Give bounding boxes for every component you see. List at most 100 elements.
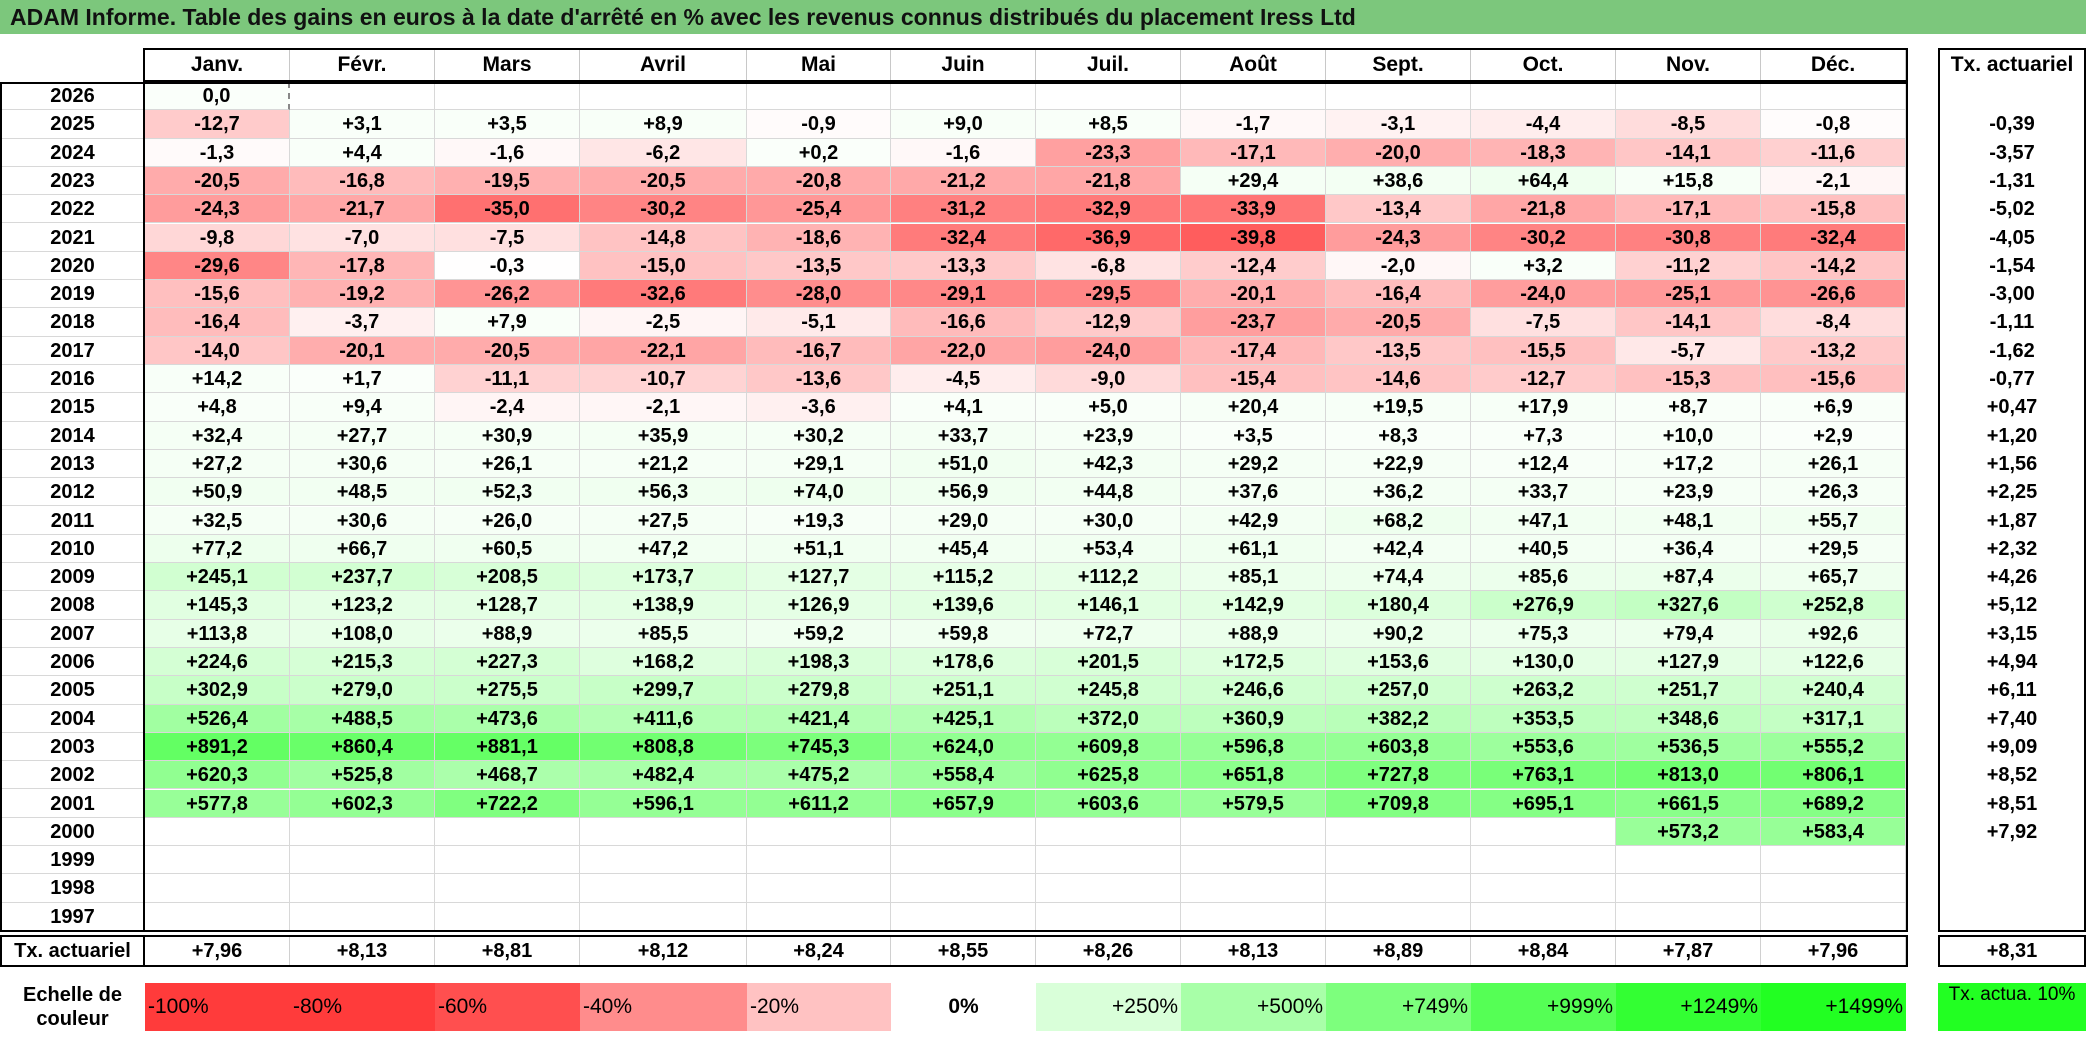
table-cell: +727,8 (1326, 761, 1471, 790)
table-cell: -24,0 (1471, 280, 1616, 309)
table-cell: +657,9 (891, 789, 1036, 818)
year-label: 2020 (0, 252, 145, 281)
table-cell: +555,2 (1761, 732, 1906, 762)
table-cell: -29,6 (145, 251, 290, 281)
table-cell: -13,4 (1326, 195, 1471, 224)
table-cell: -15,8 (1761, 195, 1906, 224)
table-cell: +257,0 (1326, 676, 1471, 705)
table-cell: -14,0 (145, 336, 290, 365)
annual-rate: +0,47 (1986, 396, 2038, 419)
annual-rate: +5,12 (1986, 594, 2038, 617)
table-cell (1471, 874, 1616, 903)
table-cell: +26,1 (1761, 449, 1906, 479)
table-cell: +611,2 (747, 789, 891, 818)
year-label: 2007 (0, 620, 145, 648)
table-cell: +42,3 (1036, 449, 1181, 479)
annual-rate: -0,77 (1989, 368, 2035, 390)
table-cell: -12,4 (1181, 251, 1326, 281)
table-cell: +473,6 (435, 704, 580, 733)
table-cell: +19,3 (747, 506, 891, 535)
monthly-rate: +8,24 (747, 935, 891, 967)
table-cell: +173,7 (580, 563, 747, 592)
table-cell: +59,2 (747, 619, 891, 648)
table-cell: +85,5 (580, 619, 747, 648)
table-cell: +72,7 (1036, 619, 1181, 648)
table-cell: +5,0 (1036, 393, 1181, 422)
monthly-rate: +8,89 (1326, 935, 1471, 967)
table-cell: -20,1 (290, 336, 435, 365)
table-cell: -17,1 (1616, 195, 1761, 224)
table-cell: -11,2 (1616, 251, 1761, 281)
overall-rate: +8,31 (1986, 940, 2038, 962)
month-header: Déc. (1761, 48, 1906, 82)
table-cell: +33,7 (891, 421, 1036, 450)
annual-rate: +6,11 (1987, 679, 2037, 702)
scale-label: Echelle de couleur (23, 984, 122, 1030)
monthly-rate: +8,81 (435, 935, 580, 967)
table-cell: -13,3 (891, 251, 1036, 281)
table-cell: +15,8 (1616, 166, 1761, 196)
table-cell: -7,5 (1471, 308, 1616, 337)
table-cell: +525,8 (290, 761, 435, 790)
table-cell: +36,2 (1326, 478, 1471, 507)
table-cell: -14,1 (1616, 138, 1761, 167)
table-cell (1471, 82, 1616, 111)
annual-rate: +4,26 (1986, 566, 2038, 589)
table-cell: -17,1 (1181, 138, 1326, 167)
table-cell (1036, 82, 1181, 111)
scale-swatch: +500% (1181, 983, 1326, 1031)
table-cell: -29,1 (891, 280, 1036, 309)
scale-swatch: -100% (145, 983, 290, 1031)
table-cell: +891,2 (145, 732, 290, 762)
table-cell: +745,3 (747, 732, 891, 762)
table-cell: -31,2 (891, 195, 1036, 224)
table-cell: -28,0 (747, 280, 891, 309)
table-cell: -16,7 (747, 336, 891, 365)
table-cell: +553,6 (1471, 732, 1616, 762)
table-cell: +21,2 (580, 449, 747, 479)
table-cell (145, 902, 290, 931)
table-cell: +47,2 (580, 534, 747, 564)
table-cell: -1,6 (891, 138, 1036, 167)
annual-rate: -5,02 (1989, 198, 2035, 221)
year-label: 2022 (0, 195, 145, 224)
table-cell: +32,5 (145, 506, 290, 535)
year-label: 1997 (0, 903, 145, 931)
monthly-rate: +8,84 (1471, 935, 1616, 967)
table-cell: -6,2 (580, 138, 747, 167)
table-cell: -20,8 (747, 166, 891, 196)
table-cell (1036, 874, 1181, 903)
table-cell: -14,2 (1761, 251, 1906, 281)
year-label: 2018 (0, 308, 145, 337)
annual-rate: +8,52 (1986, 764, 2038, 787)
annual-rate: +3,15 (1986, 622, 2038, 645)
annual-rate: -1,54 (1989, 254, 2035, 277)
annual-rate (1938, 874, 2086, 902)
table-cell: +26,3 (1761, 478, 1906, 507)
table-cell (1181, 817, 1326, 847)
table-cell: +722,2 (435, 789, 580, 818)
table-cell: +20,4 (1181, 393, 1326, 422)
table-cell: -8,4 (1761, 308, 1906, 337)
table-cell: +602,3 (290, 789, 435, 818)
table-cell: -2,0 (1326, 251, 1471, 281)
table-cell (580, 817, 747, 847)
table-cell: +30,9 (435, 421, 580, 450)
table-cell: +64,4 (1471, 166, 1616, 196)
table-cell: -22,0 (891, 336, 1036, 365)
table-cell: -15,5 (1471, 336, 1616, 365)
annual-rate: +1,87 (1986, 509, 2038, 532)
table-cell: -23,3 (1036, 138, 1181, 167)
table-cell: -18,6 (747, 223, 891, 252)
table-cell: -15,4 (1181, 365, 1326, 394)
month-header: Mai (747, 48, 891, 82)
table-cell: +77,2 (145, 534, 290, 564)
table-cell: +27,5 (580, 506, 747, 535)
table-cell: +237,7 (290, 563, 435, 592)
table-cell: -30,2 (1471, 223, 1616, 252)
table-cell: +353,5 (1471, 704, 1616, 733)
table-cell: +215,3 (290, 648, 435, 677)
table-cell: -1,6 (435, 138, 580, 167)
year-label: 2012 (0, 478, 145, 507)
